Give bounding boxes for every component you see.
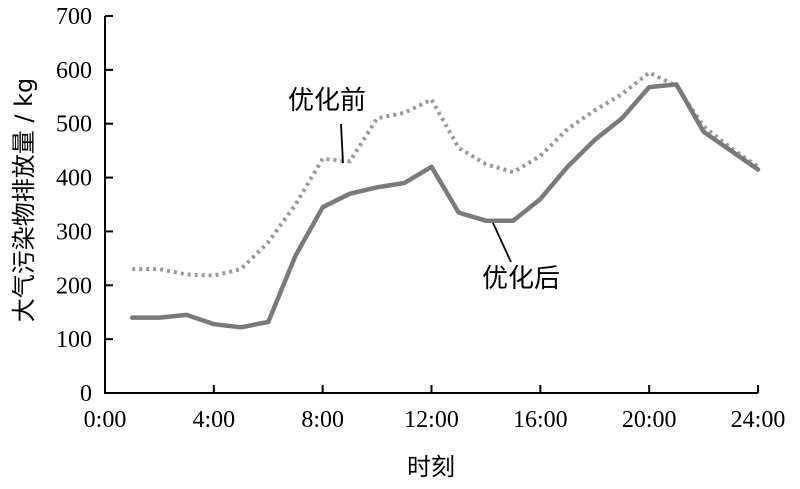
x-tick-label: 16:00 xyxy=(513,407,568,433)
x-axis-title: 时刻 xyxy=(407,453,455,481)
series-label-before: 优化前 xyxy=(288,86,366,116)
series-line-before xyxy=(132,70,760,278)
leader-line-after xyxy=(492,222,512,263)
y-tick-label: 0 xyxy=(80,381,92,407)
series-line-after xyxy=(129,82,761,330)
series-annotations: 优化前 优化后 xyxy=(288,86,560,294)
y-tick-label: 400 xyxy=(56,166,92,192)
y-tick-label: 500 xyxy=(56,112,92,138)
x-tick-label: 24:00 xyxy=(731,407,786,433)
y-tick-label: 700 xyxy=(56,4,92,30)
y-axis-ticks: 0 100 200 300 400 500 600 700 xyxy=(56,4,113,407)
x-tick-label: 4:00 xyxy=(192,407,235,433)
y-tick-label: 300 xyxy=(56,219,92,245)
x-tick-label: 20:00 xyxy=(622,407,677,433)
y-axis-title: 大气污染物排放量 / kg xyxy=(10,78,38,322)
y-tick-label: 100 xyxy=(56,327,92,353)
y-tick-label: 600 xyxy=(56,58,92,84)
x-axis-ticks: 0:00 4:00 8:00 12:00 16:00 20:00 24:00 xyxy=(84,385,786,433)
axes xyxy=(104,16,758,394)
leader-line-before xyxy=(340,123,344,164)
x-tick-label: 12:00 xyxy=(404,407,459,433)
y-tick-label: 200 xyxy=(56,273,92,299)
x-tick-label: 8:00 xyxy=(301,407,344,433)
series-label-after: 优化后 xyxy=(482,264,560,294)
series-layer xyxy=(129,70,761,330)
x-tick-label: 0:00 xyxy=(84,407,127,433)
